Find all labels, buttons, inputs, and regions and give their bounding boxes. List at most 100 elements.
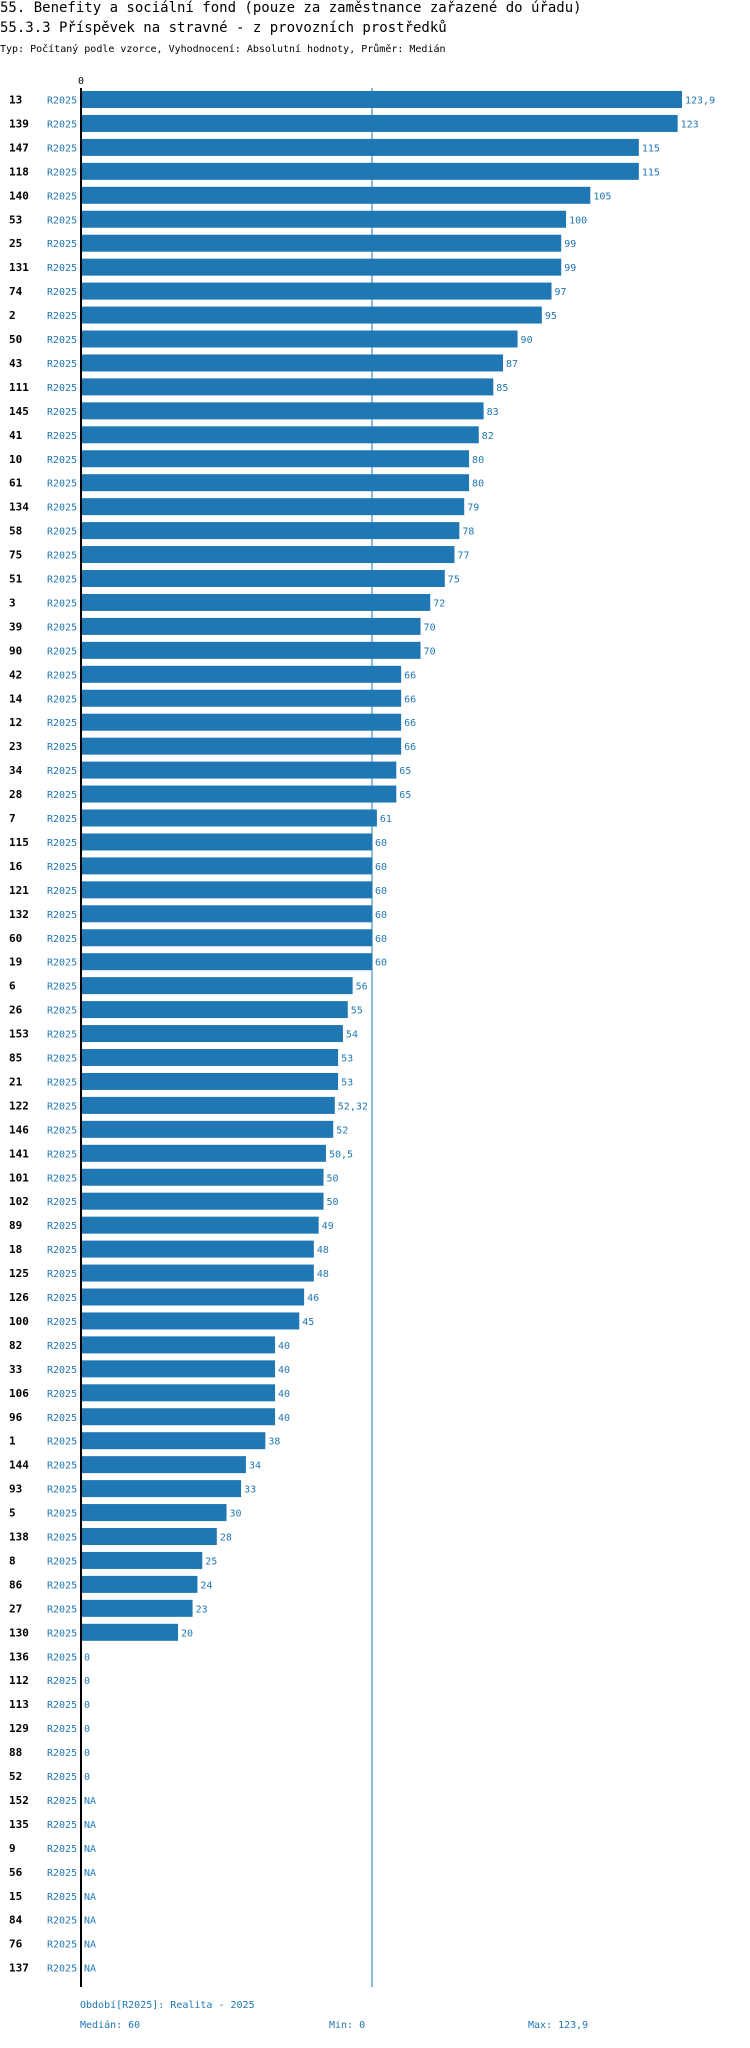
row-period-label: R2025 [47, 335, 77, 346]
row-id-label: 14 [9, 692, 23, 705]
bar [81, 809, 377, 827]
row-period-label: R2025 [47, 1413, 77, 1424]
chart-info: Typ: Počítaný podle vzorce, Vyhodnocení:… [0, 44, 446, 55]
data-label: 24 [200, 1580, 212, 1591]
data-label: 95 [545, 311, 557, 322]
row-period-label: R2025 [47, 191, 77, 202]
row-id-label: 74 [9, 285, 23, 298]
data-label: 70 [424, 622, 436, 633]
row-id-label: 140 [9, 189, 29, 202]
row-period-label: R2025 [47, 1580, 77, 1591]
data-label: 66 [404, 694, 416, 705]
row-period-label: R2025 [47, 455, 77, 466]
row-id-label: 34 [9, 764, 23, 777]
row-id-label: 15 [9, 1890, 22, 1903]
row-period-label: R2025 [47, 766, 77, 777]
data-label: 65 [399, 790, 411, 801]
bar [81, 1264, 314, 1282]
footer-period: Období[R2025]: Realita - 2025 [80, 2000, 255, 2011]
row-id-label: 136 [9, 1650, 29, 1663]
row-period-label: R2025 [47, 239, 77, 250]
bar [81, 1312, 300, 1330]
row-id-label: 141 [9, 1147, 29, 1160]
row-period-label: R2025 [47, 119, 77, 130]
bar [81, 977, 353, 995]
row-period-label: R2025 [47, 1461, 77, 1472]
row-id-label: 2 [9, 309, 16, 322]
data-label: 0 [84, 1748, 90, 1759]
row-id-label: 76 [9, 1938, 23, 1951]
data-label: 65 [399, 766, 411, 777]
bar [81, 1456, 246, 1474]
data-label: 85 [496, 383, 508, 394]
row-period-label: R2025 [47, 1173, 77, 1184]
row-id-label: 90 [9, 644, 22, 657]
data-label: 50,5 [329, 1149, 353, 1160]
data-label: 60 [375, 862, 387, 873]
data-label: 61 [380, 814, 392, 825]
data-label: NA [84, 1868, 96, 1879]
data-label: NA [84, 1892, 96, 1903]
row-id-label: 28 [9, 788, 22, 801]
row-id-label: 96 [9, 1411, 23, 1424]
row-period-label: R2025 [47, 431, 77, 442]
data-label: 33 [244, 1485, 256, 1496]
row-period-label: R2025 [47, 1748, 77, 1759]
data-label: 0 [84, 1700, 90, 1711]
row-period-label: R2025 [47, 1437, 77, 1448]
row-id-label: 7 [9, 812, 16, 825]
bar [81, 186, 591, 204]
row-period-label: R2025 [47, 1365, 77, 1376]
data-label: 99 [564, 263, 576, 274]
bar [81, 713, 402, 731]
row-id-label: 135 [9, 1818, 29, 1831]
row-period-label: R2025 [47, 1125, 77, 1136]
row-period-label: R2025 [47, 575, 77, 586]
data-label: 78 [462, 527, 474, 538]
data-label: 60 [375, 886, 387, 897]
row-id-label: 50 [9, 333, 22, 346]
row-period-label: R2025 [47, 1485, 77, 1496]
row-id-label: 60 [9, 932, 22, 945]
row-id-label: 41 [9, 429, 23, 442]
row-period-label: R2025 [47, 982, 77, 993]
row-period-label: R2025 [47, 1317, 77, 1328]
row-period-label: R2025 [47, 407, 77, 418]
row-id-label: 111 [9, 381, 29, 394]
row-id-label: 82 [9, 1339, 22, 1352]
bar [81, 617, 421, 635]
row-period-label: R2025 [47, 958, 77, 969]
data-label: 66 [404, 670, 416, 681]
data-label: 53 [341, 1077, 353, 1088]
data-label: 50 [327, 1173, 339, 1184]
row-period-label: R2025 [47, 1197, 77, 1208]
row-period-label: R2025 [47, 96, 77, 107]
bar [81, 929, 373, 947]
data-label: 115 [642, 167, 660, 178]
row-id-label: 112 [9, 1674, 29, 1687]
row-id-label: 153 [9, 1028, 29, 1041]
bar [81, 91, 682, 108]
data-label: 0 [84, 1652, 90, 1663]
data-label: 70 [424, 646, 436, 657]
bar [81, 1001, 348, 1019]
data-label: 66 [404, 742, 416, 753]
data-label: 55 [351, 1006, 363, 1017]
bar [81, 546, 455, 564]
row-period-label: R2025 [47, 1940, 77, 1951]
bar [81, 1480, 242, 1498]
row-id-label: 8 [9, 1554, 16, 1567]
bar [81, 1432, 266, 1450]
data-label: 105 [593, 191, 611, 202]
bar [81, 1336, 276, 1354]
row-period-label: R2025 [47, 287, 77, 298]
data-label: 60 [375, 838, 387, 849]
bar [81, 665, 402, 683]
row-period-label: R2025 [47, 1772, 77, 1783]
row-id-label: 93 [9, 1483, 22, 1496]
bar [81, 1360, 276, 1378]
row-period-label: R2025 [47, 1077, 77, 1088]
row-id-label: 89 [9, 1219, 22, 1232]
footer-median: Medián: 60 [80, 2020, 141, 2031]
row-id-label: 122 [9, 1099, 29, 1112]
